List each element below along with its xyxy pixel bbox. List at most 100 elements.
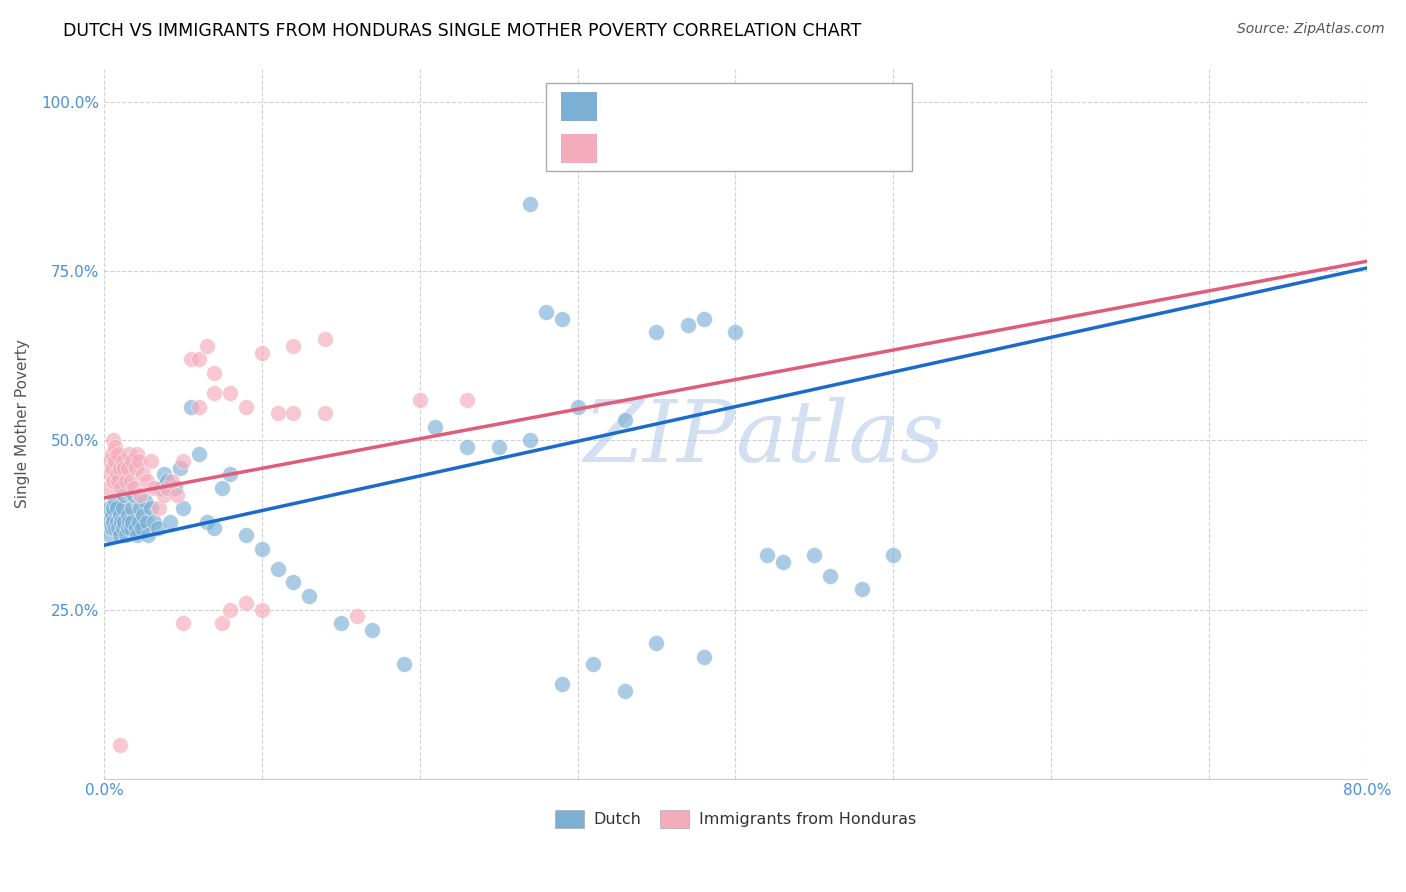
Point [115,528,138,542]
Point [159,515,181,529]
Point [172,615,194,630]
Point [132,467,155,482]
Point [283,575,305,590]
Point [187,447,209,461]
Point [693,311,716,326]
Point [551,677,574,691]
Point [195,515,218,529]
Point [124,460,146,475]
Point [97,501,120,516]
Legend: Dutch, Immigrants from Honduras: Dutch, Immigrants from Honduras [548,804,922,835]
Point [534,305,557,319]
Point [108,508,131,522]
Point [298,589,321,603]
Point [118,515,141,529]
Point [121,501,143,516]
Point [105,467,128,482]
Point [96,515,118,529]
Point [146,521,169,535]
Point [122,487,145,501]
Point [104,440,127,454]
Point [235,400,257,414]
Point [519,196,541,211]
Point [122,481,145,495]
Point [117,508,139,522]
Point [219,467,242,482]
Point [266,406,288,420]
Point [114,515,136,529]
Point [235,596,257,610]
Point [235,528,257,542]
Point [613,413,636,427]
Point [108,528,131,542]
Point [166,487,188,501]
Point [172,501,194,516]
Point [156,481,179,495]
Point [103,474,125,488]
Point [488,440,510,454]
Point [115,474,138,488]
Point [204,366,226,380]
Text: DUTCH VS IMMIGRANTS FROM HONDURAS SINGLE MOTHER POVERTY CORRELATION CHART: DUTCH VS IMMIGRANTS FROM HONDURAS SINGLE… [63,22,862,40]
Point [108,738,131,752]
Point [114,487,136,501]
Point [111,521,134,535]
Point [755,549,778,563]
Point [211,481,233,495]
Point [103,501,125,516]
Point [98,467,121,482]
Point [107,521,129,535]
Point [266,562,288,576]
Point [250,602,273,616]
Point [851,582,873,597]
Point [772,555,794,569]
Point [180,400,202,414]
Point [114,460,136,475]
Point [97,481,120,495]
Point [111,454,134,468]
Text: Source: ZipAtlas.com: Source: ZipAtlas.com [1237,22,1385,37]
Point [392,657,415,671]
Text: ZIP: ZIP [583,396,735,479]
Point [204,521,226,535]
Point [105,501,128,516]
Point [124,521,146,535]
Point [180,352,202,367]
Point [117,521,139,535]
Point [818,568,841,582]
Point [613,143,636,157]
Point [110,515,132,529]
Point [219,602,242,616]
Point [187,352,209,367]
Point [135,474,157,488]
Point [408,392,430,407]
Point [103,434,125,448]
Point [129,487,152,501]
Point [425,420,447,434]
Point [314,332,336,346]
Point [101,508,124,522]
Point [724,325,747,339]
Y-axis label: Single Mother Poverty: Single Mother Poverty [15,339,30,508]
Point [329,615,352,630]
Point [172,454,194,468]
Point [127,447,149,461]
Point [105,515,128,529]
Point [156,474,179,488]
Point [104,521,127,535]
Point [127,528,149,542]
Point [134,494,156,508]
Point [676,318,699,333]
Point [132,508,155,522]
Point [107,447,129,461]
Point [118,447,141,461]
Point [803,549,825,563]
Point [250,345,273,359]
Point [143,481,166,495]
Point [456,440,478,454]
Point [169,460,191,475]
Point [551,311,574,326]
Point [693,649,716,664]
Point [101,460,124,475]
Point [136,528,159,542]
